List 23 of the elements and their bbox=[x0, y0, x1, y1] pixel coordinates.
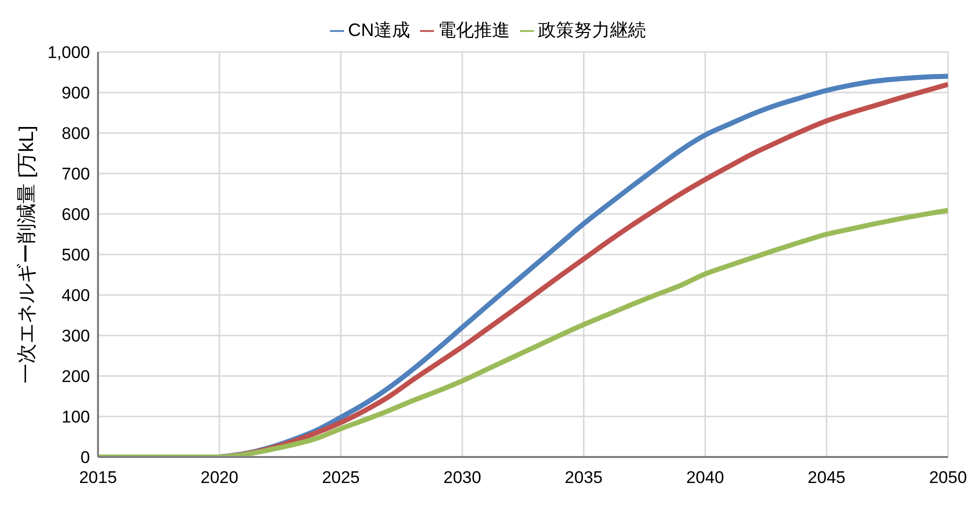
y-tick-label: 700 bbox=[62, 164, 90, 184]
y-tick-label: 600 bbox=[62, 205, 90, 224]
y-tick-label: 900 bbox=[62, 84, 90, 103]
legend-label: 電化推進 bbox=[438, 20, 510, 40]
y-tick-label: 500 bbox=[62, 246, 90, 265]
y-tick-label: 200 bbox=[62, 367, 90, 386]
y-tick-label: 1,000 bbox=[47, 43, 90, 62]
x-tick-label: 2035 bbox=[564, 468, 603, 488]
x-tick-label: 2050 bbox=[929, 468, 967, 488]
legend-label: 政策努力継続 bbox=[538, 20, 646, 40]
x-tick-label: 2030 bbox=[443, 468, 482, 488]
legend-label: CN達成 bbox=[348, 20, 410, 40]
y-tick-label: 100 bbox=[62, 408, 90, 427]
x-tick-label: 2040 bbox=[686, 468, 724, 488]
y-tick-label: 400 bbox=[62, 286, 90, 306]
x-tick-label: 2045 bbox=[808, 468, 846, 488]
x-tick-label: 2020 bbox=[200, 468, 238, 488]
x-tick-label: 2025 bbox=[322, 468, 360, 488]
y-tick-label: 300 bbox=[62, 326, 90, 346]
y-tick-label: 800 bbox=[62, 124, 90, 144]
x-tick-label: 2015 bbox=[79, 468, 117, 488]
y-tick-label: 0 bbox=[80, 448, 90, 468]
y-axis-title: 一次エネルギー削減量 [万kL] bbox=[16, 126, 38, 384]
